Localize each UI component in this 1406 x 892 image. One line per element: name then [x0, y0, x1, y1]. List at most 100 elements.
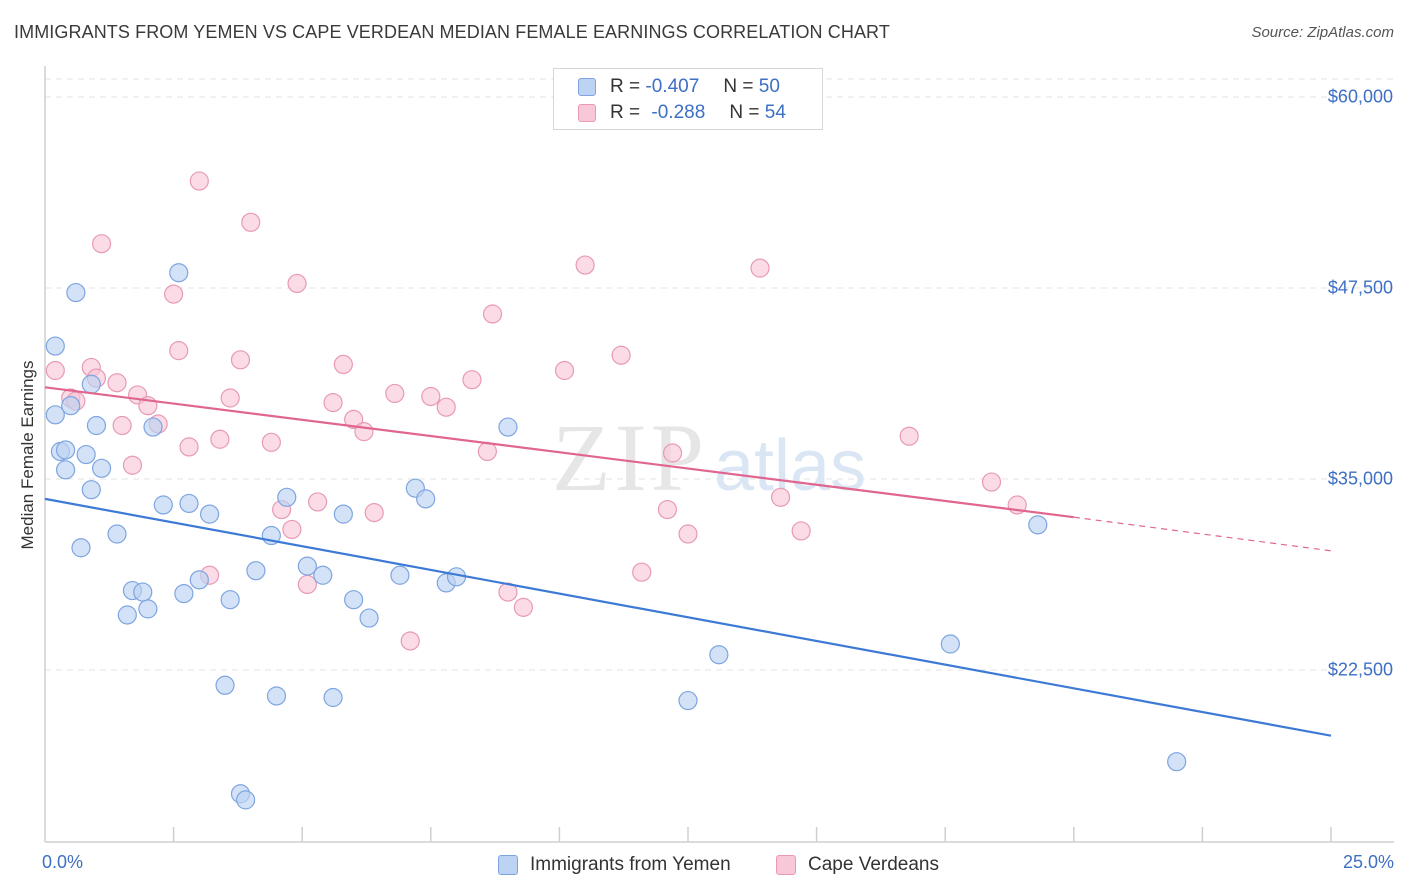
- data-point: [333, 354, 353, 374]
- data-point: [91, 234, 112, 254]
- data-point: [498, 417, 518, 437]
- data-point: [210, 429, 230, 449]
- legend-n-value: 54: [764, 102, 786, 123]
- legend-n-label: N =: [723, 76, 754, 97]
- data-point: [215, 675, 235, 695]
- data-point: [107, 524, 127, 544]
- data-point: [236, 790, 256, 810]
- data-point: [189, 570, 209, 590]
- data-point: [462, 370, 482, 390]
- data-point: [477, 441, 497, 462]
- data-point: [179, 437, 199, 457]
- data-point: [153, 495, 173, 515]
- data-point: [308, 492, 328, 512]
- legend-r-value: -0.288: [651, 102, 706, 123]
- series-legend-label: Cape Verdeans: [808, 854, 939, 875]
- data-point: [750, 258, 770, 278]
- data-point: [287, 273, 307, 294]
- y-tick-label: $35,000: [1327, 468, 1393, 489]
- data-point: [45, 360, 65, 381]
- legend-r-value: -0.407: [645, 76, 700, 97]
- data-point: [107, 373, 127, 393]
- data-point: [364, 503, 384, 523]
- data-point: [940, 634, 960, 654]
- watermark-atlas: atlas: [714, 426, 866, 506]
- data-point: [297, 556, 317, 576]
- data-point: [662, 443, 683, 463]
- data-point: [482, 304, 503, 324]
- data-point: [1028, 515, 1048, 535]
- data-point: [513, 597, 533, 617]
- data-point: [657, 499, 678, 520]
- y-tick-label: $47,500: [1327, 277, 1393, 298]
- data-point: [678, 524, 698, 544]
- data-point: [354, 422, 374, 442]
- data-point: [76, 444, 96, 465]
- data-point: [169, 341, 189, 361]
- data-point: [55, 460, 76, 480]
- data-point: [421, 386, 441, 407]
- data-point: [189, 171, 209, 191]
- watermark-zip: ZIP: [552, 404, 708, 511]
- legend-row-cape-verdeans: R = -0.288 N = 54: [578, 101, 786, 125]
- data-point: [241, 212, 261, 232]
- data-point: [91, 458, 112, 478]
- legend-n-label: N =: [729, 102, 760, 123]
- y-axis-label: Median Female Earnings: [18, 360, 37, 550]
- data-point: [179, 493, 199, 514]
- data-point: [86, 415, 107, 436]
- data-point: [323, 393, 343, 413]
- data-point: [333, 504, 353, 524]
- data-point: [261, 432, 281, 452]
- data-point: [45, 405, 65, 425]
- legend-r-label: R =: [610, 76, 641, 97]
- data-point: [416, 489, 436, 509]
- data-point: [323, 687, 343, 708]
- data-point: [981, 472, 1002, 492]
- data-point: [385, 383, 405, 404]
- legend-swatch-pink: [578, 104, 596, 122]
- data-point: [359, 608, 379, 628]
- data-point: [66, 282, 86, 303]
- x-tick-label-min: 0.0%: [42, 852, 84, 872]
- series-legend-cape-verdeans: Cape Verdeans: [776, 852, 939, 878]
- trend-line-cape-verdeans-extension: [1073, 516, 1332, 552]
- y-tick-label: $22,500: [1327, 659, 1393, 680]
- data-point: [122, 455, 143, 475]
- series-legend-yemen: Immigrants from Yemen: [498, 852, 731, 878]
- data-point: [112, 415, 132, 436]
- data-point: [899, 426, 919, 446]
- data-point: [133, 582, 153, 602]
- data-point: [81, 480, 101, 500]
- legend-row-yemen: R = -0.407 N = 50: [578, 75, 780, 99]
- series-cape-verdeans-points: [45, 171, 1027, 651]
- data-point: [230, 350, 251, 370]
- data-point: [220, 590, 240, 610]
- legend-r-label: R =: [610, 102, 641, 123]
- data-point: [1167, 752, 1187, 772]
- data-point: [138, 599, 158, 619]
- chart-title: IMMIGRANTS FROM YEMEN VS CAPE VERDEAN ME…: [14, 22, 890, 42]
- series-legend-swatch-pink: [776, 855, 796, 875]
- series-legend-swatch-blue: [498, 855, 518, 875]
- legend-swatch-blue: [578, 78, 596, 96]
- data-point: [554, 360, 575, 381]
- y-tick-label: $60,000: [1327, 86, 1393, 107]
- axes: [44, 66, 1394, 843]
- grid-lines: [45, 78, 1394, 671]
- data-point: [277, 487, 297, 507]
- data-point: [61, 396, 81, 416]
- data-point: [282, 519, 302, 540]
- correlation-legend: R = -0.407 N = 50 R = -0.288 N = 54: [553, 68, 823, 130]
- data-point: [164, 284, 184, 304]
- data-point: [169, 263, 189, 283]
- data-point: [436, 397, 456, 417]
- data-point: [313, 565, 333, 585]
- data-point: [791, 521, 811, 541]
- trend-line-cape-verdeans: [44, 386, 1074, 519]
- data-point: [678, 690, 698, 711]
- data-point: [575, 255, 595, 275]
- data-point: [143, 417, 163, 437]
- series-legend-label: Immigrants from Yemen: [530, 854, 731, 875]
